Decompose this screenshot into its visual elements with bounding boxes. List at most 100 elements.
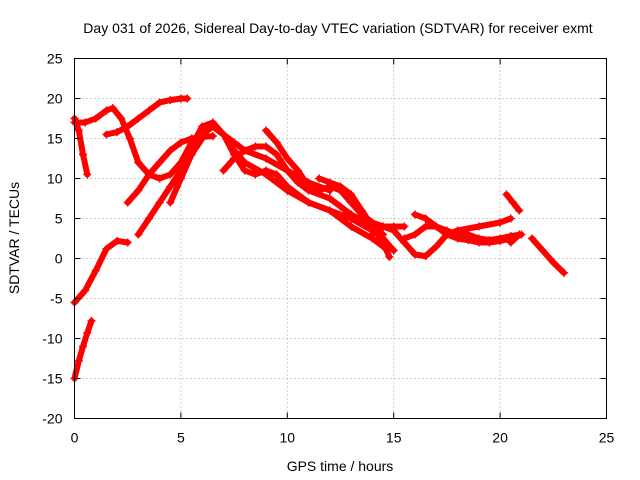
data-point [410, 250, 419, 259]
data-point [108, 104, 117, 113]
data-point [432, 242, 441, 251]
x-tick-label: 0 [71, 430, 79, 446]
data-point [400, 234, 409, 243]
data-point [155, 174, 164, 183]
data-point [379, 222, 388, 231]
data-point [304, 198, 313, 207]
data-point [421, 252, 430, 261]
data-point [83, 170, 92, 179]
data-point [144, 106, 153, 115]
data-point [508, 198, 517, 207]
data-point [187, 142, 196, 151]
data-point [208, 118, 217, 127]
data-point [336, 182, 345, 191]
data-point [102, 244, 111, 253]
data-point [389, 226, 398, 235]
series-band [412, 211, 514, 246]
data-point [230, 154, 239, 163]
data-point [134, 230, 143, 239]
data-point [240, 146, 249, 155]
x-tick-label: 10 [280, 430, 296, 446]
data-point [410, 210, 419, 219]
data-point [198, 122, 207, 131]
data-point [91, 266, 100, 275]
data-point [283, 154, 292, 163]
data-point [325, 178, 334, 187]
data-point [91, 114, 100, 123]
series-band [529, 235, 567, 276]
series-arc-1 [70, 316, 96, 383]
data-point [385, 252, 394, 261]
data-point [283, 182, 292, 191]
data-point [79, 342, 88, 351]
grid [74, 58, 607, 419]
data-point [219, 130, 228, 139]
data-point [134, 186, 143, 195]
data-point [208, 132, 217, 141]
data-point [549, 258, 558, 267]
data-point [528, 234, 537, 243]
data-point [81, 118, 90, 127]
series-arc-13 [315, 174, 394, 261]
data-point [506, 214, 515, 223]
data-point [485, 238, 494, 247]
data-point [166, 198, 175, 207]
series-arc-16 [410, 210, 515, 247]
data-point [379, 238, 388, 247]
data-point [219, 166, 228, 175]
data-point [176, 138, 185, 147]
data-point [166, 170, 175, 179]
data-point [421, 214, 430, 223]
data-point [315, 186, 324, 195]
data-point [125, 134, 134, 143]
data-point [272, 170, 281, 179]
x-tick-label: 25 [599, 430, 615, 446]
data-point [144, 214, 153, 223]
data-point [176, 158, 185, 167]
x-tick-label: 15 [386, 430, 402, 446]
data-point [496, 236, 505, 245]
data-point [272, 138, 281, 147]
chart-title: Day 031 of 2026, Sidereal Day-to-day VTE… [83, 20, 592, 36]
data-point [410, 230, 419, 239]
series-arc-11 [219, 142, 398, 255]
data-point [272, 150, 281, 159]
series-arc-17 [502, 190, 524, 215]
x-tick-label: 20 [492, 430, 508, 446]
data-point [123, 198, 132, 207]
data-point [155, 198, 164, 207]
data-point [176, 174, 185, 183]
data-point [134, 158, 143, 167]
data-point [347, 190, 356, 199]
data-point [515, 206, 524, 215]
data-point [134, 114, 143, 123]
data-point [144, 170, 153, 179]
data-point [389, 246, 398, 255]
data-series-group [70, 94, 568, 383]
data-point [336, 202, 345, 211]
data-point [283, 166, 292, 175]
data-point [347, 222, 356, 231]
series-band [71, 237, 131, 306]
series-arc-2 [70, 236, 132, 307]
data-point [166, 146, 175, 155]
data-point [515, 230, 524, 239]
data-point [506, 238, 515, 247]
data-point [474, 238, 483, 247]
data-point [166, 182, 175, 191]
data-point [325, 194, 334, 203]
data-point [113, 128, 122, 137]
y-tick-label: -10 [42, 331, 62, 347]
data-point [262, 166, 271, 175]
x-axis-label: GPS time / hours [287, 458, 394, 474]
x-tick-label: 5 [177, 430, 185, 446]
data-point [123, 238, 132, 247]
data-point [123, 122, 132, 131]
series-arc-19 [528, 234, 568, 277]
data-point [262, 142, 271, 151]
data-point [368, 230, 377, 239]
data-point [262, 154, 271, 163]
y-tick-label: -20 [42, 411, 62, 427]
data-point [183, 94, 192, 103]
